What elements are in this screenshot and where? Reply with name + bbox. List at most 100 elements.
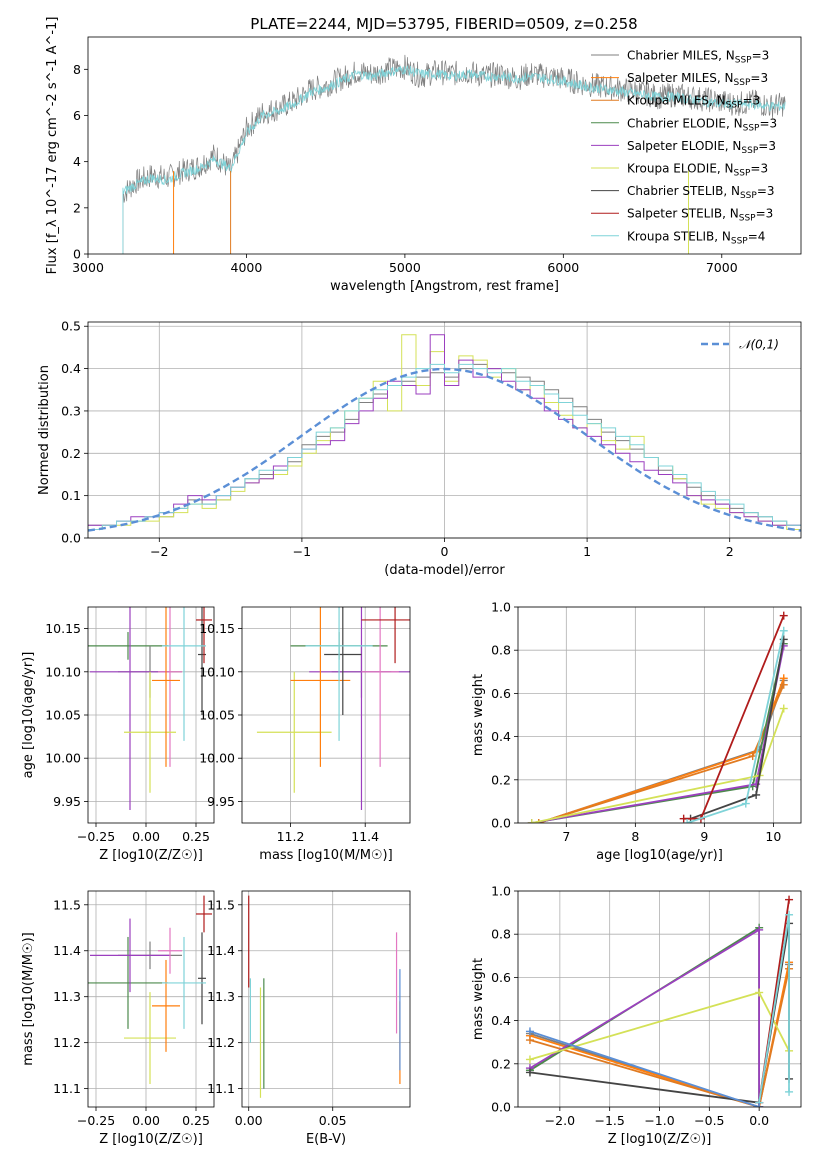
legend-tail: =3 [752,49,770,63]
y-tick-label: 0.2 [491,772,511,787]
y-tick-label: 0.0 [491,816,511,831]
legend-label: Kroupa STELIB, N [627,229,731,243]
x-axis-label: Z [log10(Z/Z☉)] [99,848,203,863]
age-vs-Z-panel: −0.25 0.00 0.25 9.95 10.00 10.05 10.10 10.15 Z [… [21,606,215,863]
x-tick-label: 7000 [706,260,738,275]
y-tick-label: 10.05 [199,708,235,723]
legend-tail: =3 [758,139,776,153]
axes-frame [87,36,802,255]
x-tick-label: 5000 [389,260,421,275]
legend-subscript: SSP [740,191,757,201]
x-tick-label: 4000 [231,260,263,275]
legend-label: Salpeter MILES, N [627,71,734,85]
y-tick-label: 11.5 [207,897,235,912]
x-tick-label: 0.00 [132,829,160,844]
legend-subscript: SSP [734,169,751,179]
age-vs-mass-plot-area [256,607,410,811]
mass-weight-vs-Z-panel: −2.0 −1.5 −1.0 −0.5 0.0 0.0 0.2 0.4 0.6 0.8 1.0 Z [… [471,884,802,1147]
y-tick-label: 1.0 [491,600,511,615]
y-tick-label: 0.0 [61,531,81,546]
legend-tail: =3 [743,94,761,108]
x-tick-label: 0.0 [749,1113,769,1128]
legend-subscript: SSP [739,214,756,224]
x-tick-label: −2.0 [545,1113,575,1128]
residuals-panel: −2 −1 0 1 2 0.0 0.1 0.2 0.3 0.4 0.5 (data-model)/er… [37,319,802,578]
residuals-plot-area [88,334,801,532]
y-tick-label: 11.4 [207,943,235,958]
figure-title: PLATE=2244, MJD=53795, FIBERID=0509, z=0… [250,15,637,33]
mass-vs-Z-panel: −0.25 0.00 0.25 11.1 11.2 11.3 11.4 11.5 Z [log1… [21,890,215,1147]
legend-tail: =4 [748,229,766,243]
x-tick-label: 0.05 [319,1113,347,1128]
x-tick-label: −1.0 [644,1113,674,1128]
x-tick-label: 7 [562,829,570,844]
y-tick-label: 10.15 [199,621,235,636]
legend-entry: Chabrier ELODIE, NSSP=3 [627,116,777,133]
mass-weight-vs-age-panel: 7 8 9 10 0.0 0.2 0.4 0.6 0.8 1.0 age [log10(age/yr… [471,600,802,863]
y-tick-label: 0.4 [491,1013,511,1028]
x-tick-label: 6000 [547,260,579,275]
legend-subscript: SSP [735,56,752,66]
y-tick-label: 0.4 [61,361,81,376]
x-tick-label: −0.5 [694,1113,724,1128]
y-tick-label: 0.6 [491,970,511,985]
legend-tail: =3 [759,116,777,130]
axes-frame [87,606,215,824]
legend-entry: 𝒩(0,1) [739,338,779,352]
y-axis-label: Flux [f_λ 10^-17 erg cm^-2 s^-1 A^-1] [45,17,60,275]
legend-label: Kroupa MILES, N [627,94,726,108]
legend-entry: Salpeter STELIB, NSSP=3 [627,207,773,224]
legend-subscript: SSP [743,123,760,133]
x-tick-label: 2 [726,544,734,559]
x-axis-label: wavelength [Angstrom, rest frame] [330,279,559,294]
weight-line-Kroupa MILES [529,968,790,1107]
axes-frame [517,606,802,824]
spectrum-panel: 3000 4000 5000 6000 7000 0 2 4 6 8 wavelength [Ang… [45,17,802,294]
y-tick-label: 0.1 [61,488,81,503]
y-tick-label: 10.15 [45,621,81,636]
x-tick-label: 11.4 [351,829,379,844]
x-tick-label: 0.25 [182,1113,210,1128]
y-tick-label: 11.2 [53,1035,81,1050]
y-tick-label: 11.1 [207,1081,235,1096]
legend-entry: Kroupa ELODIE, NSSP=3 [627,162,768,179]
legend-label: Salpeter STELIB, N [627,207,739,221]
x-tick-label: 10 [765,829,781,844]
weight-line-Kroupa STELIB [758,914,790,1103]
y-tick-label: 10.10 [199,664,235,679]
y-tick-label: 9.95 [53,794,81,809]
y-axis-label: mass weight [471,958,486,1040]
y-axis-label: age [log10(age/yr)] [21,652,36,779]
age-vs-mass-panel: 11.2 11.4 9.95 10.00 10.05 10.10 10.15 mass [lo… [199,606,411,863]
x-tick-label: 9 [700,829,708,844]
axes-frame [517,890,802,1108]
legend-entry: Salpeter ELODIE, NSSP=3 [627,139,776,156]
y-tick-label: 0.0 [491,1100,511,1115]
x-axis-label: (data-model)/error [384,563,505,578]
y-tick-label: 8 [73,62,81,77]
y-tick-label: 0.3 [61,403,81,418]
mass-vs-ebv-plot-area [248,895,401,1098]
y-tick-label: 4 [73,154,81,169]
weight-line-Salpeter ELODIE [529,928,760,1107]
x-tick-label: 3000 [72,260,104,275]
x-tick-label: 8 [631,829,639,844]
y-tick-label: 0.4 [491,729,511,744]
y-tick-label: 11.1 [53,1081,81,1096]
y-tick-label: 0.2 [491,1056,511,1071]
normal-curve [88,367,801,532]
x-axis-label: E(B-V) [306,1132,346,1147]
axes-frame [87,890,215,1108]
age-vs-Z-plot-area [88,607,212,811]
y-tick-label: 11.4 [53,943,81,958]
spectrum-line-model [122,64,786,254]
histogram-step-Kroupa ELODIE [88,334,801,530]
legend-subscript: SSP [741,146,758,156]
legend-subscript: SSP [726,101,743,111]
x-tick-label: 0.00 [132,1113,160,1128]
weight-line-Chabrier ELODIE [529,926,760,1107]
y-tick-label: 0.8 [491,927,511,942]
y-tick-label: 10.00 [45,751,81,766]
x-tick-label: −1 [293,544,311,559]
y-tick-label: 11.5 [53,897,81,912]
